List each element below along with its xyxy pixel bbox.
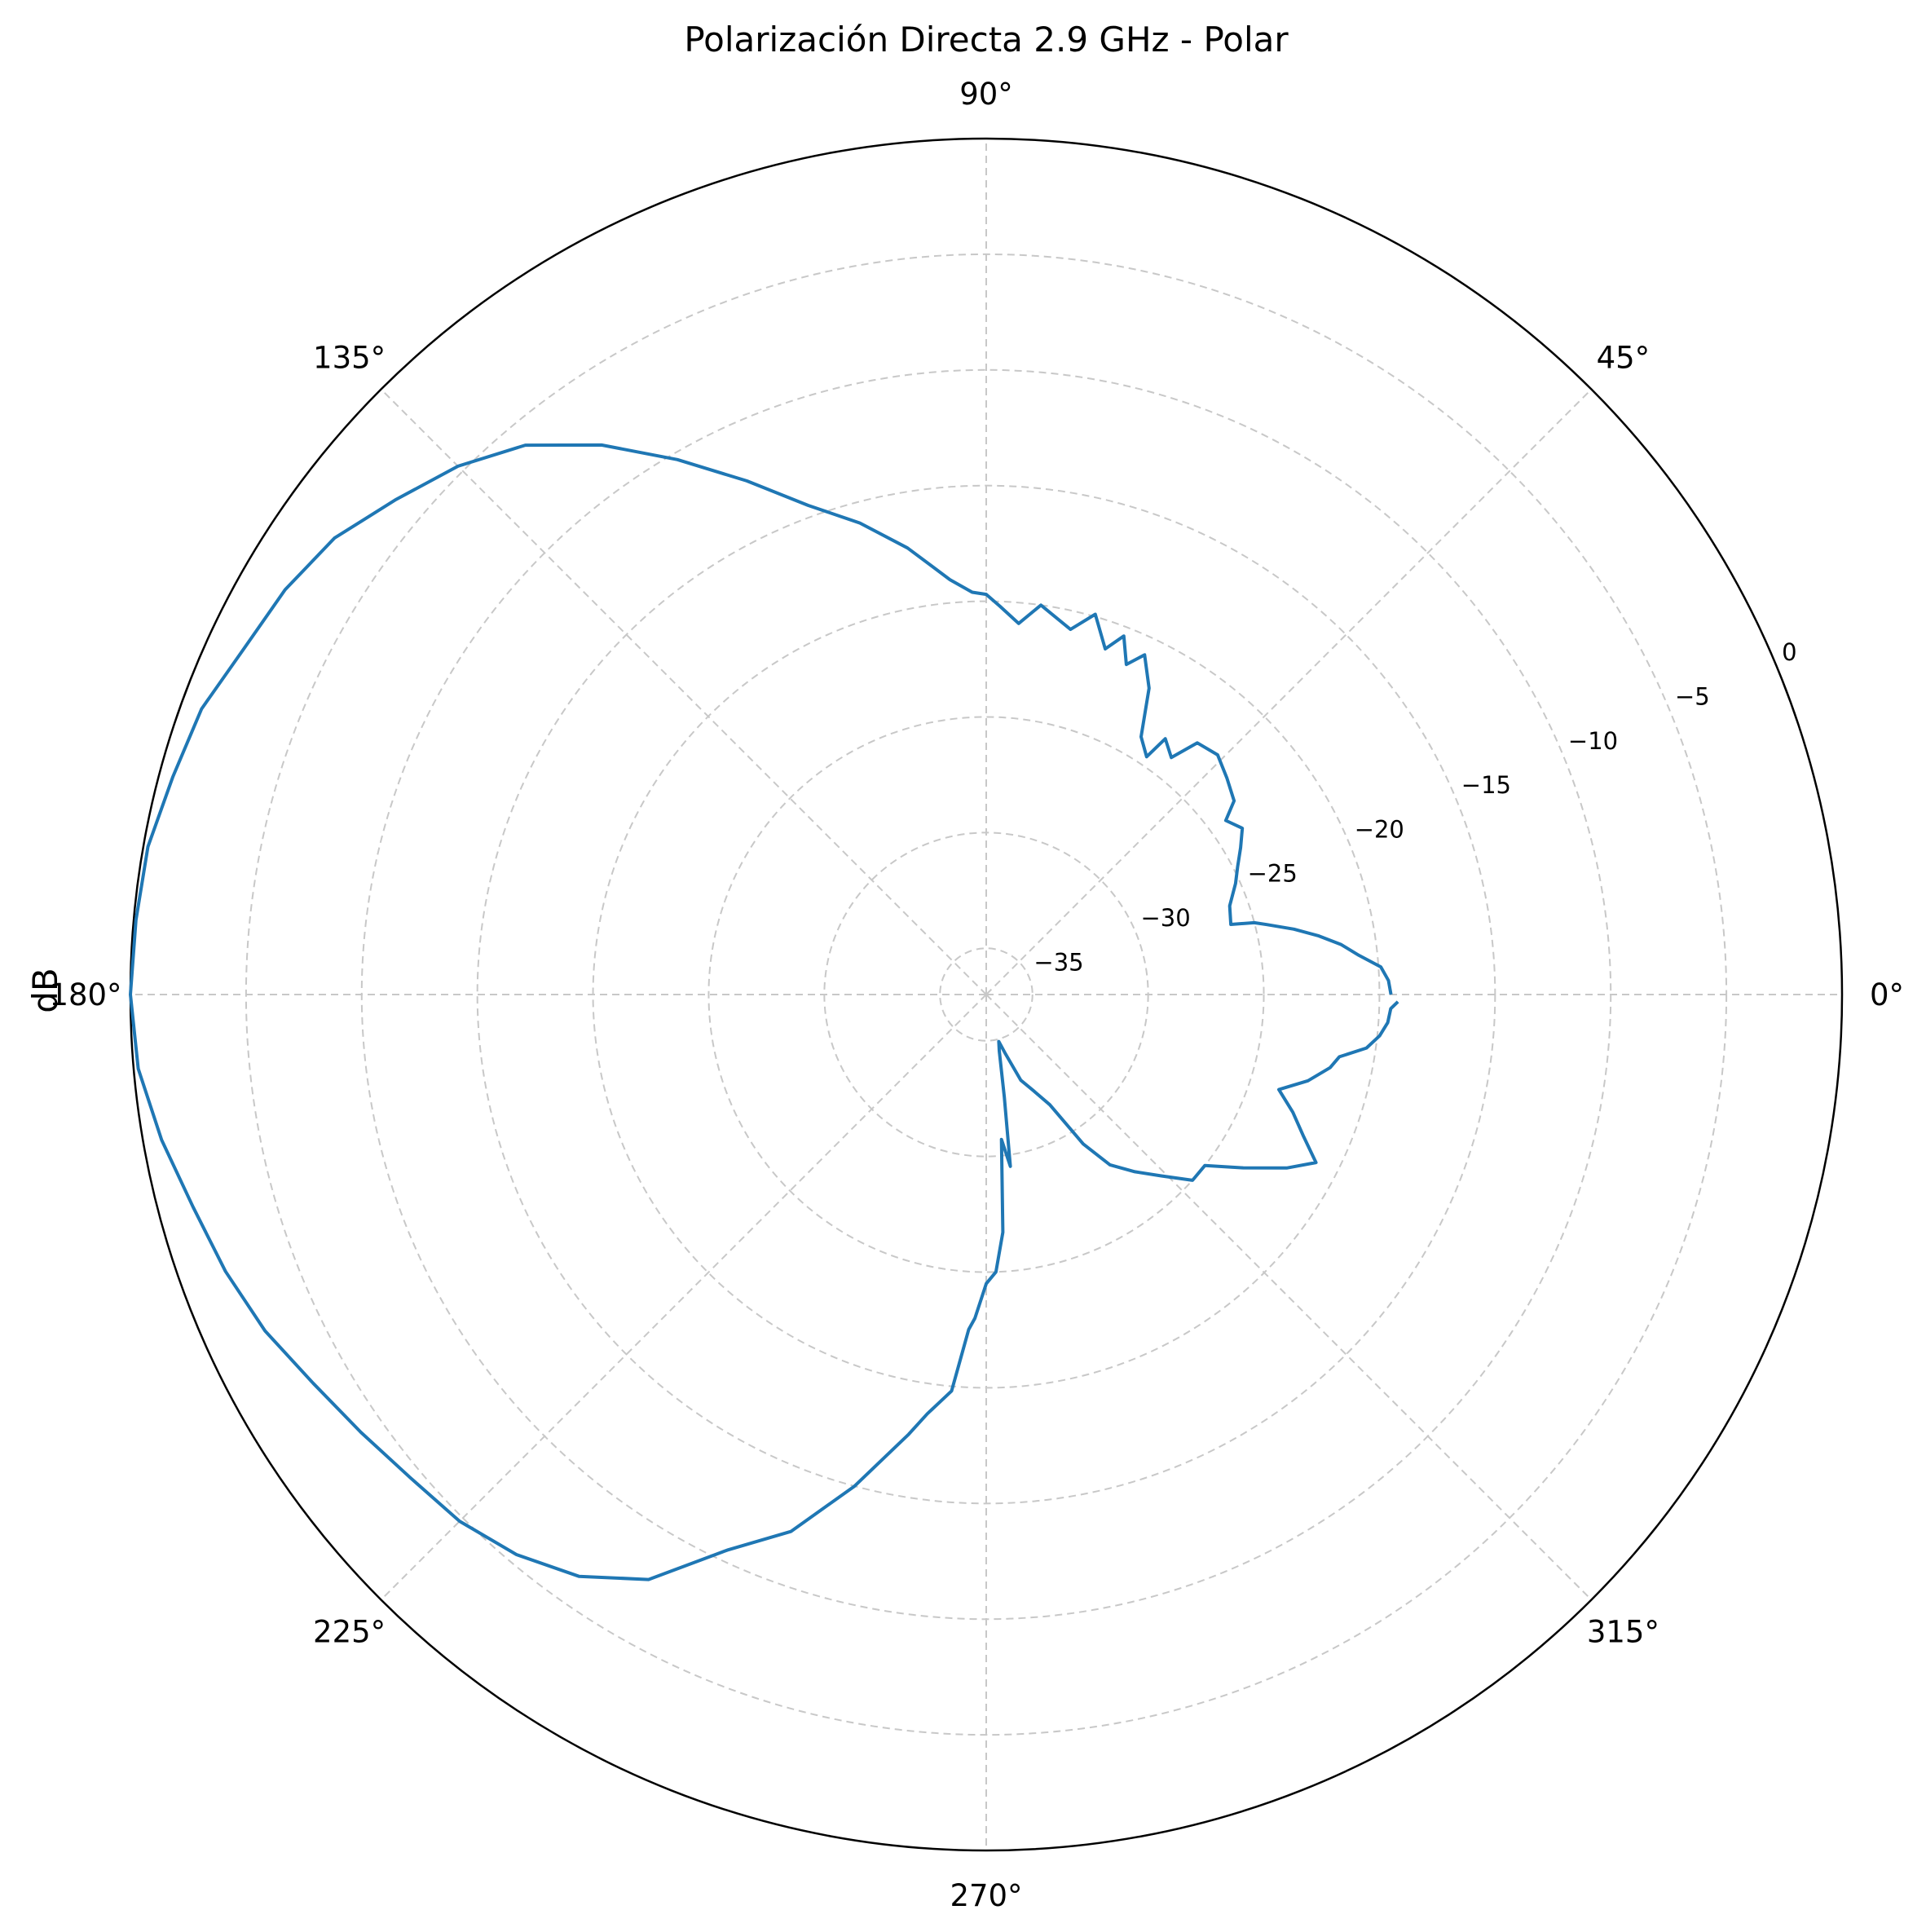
polar-grid <box>130 139 1842 1850</box>
angle-tick-label: 135° <box>313 341 386 376</box>
radial-tick-label: −10 <box>1568 727 1618 755</box>
angular-gridline <box>380 994 987 1601</box>
angle-tick-label: 180° <box>49 977 121 1012</box>
angular-gridline <box>985 994 1593 1601</box>
radial-gridline <box>939 947 1034 1042</box>
radial-gridline <box>476 484 1496 1505</box>
radial-tick-label: −20 <box>1355 815 1404 843</box>
radial-tick-label: −25 <box>1248 860 1298 888</box>
angle-tick-labels: 0° 45° 90° 135° 180° 225° 270° 315° <box>49 77 1904 1913</box>
y-axis-label: dB <box>25 968 65 1012</box>
radial-tick-label: −30 <box>1141 904 1191 932</box>
angular-gridline <box>380 388 987 995</box>
angular-gridline <box>985 388 1593 995</box>
radial-tick-label: −5 <box>1675 683 1710 711</box>
series-group <box>129 443 1399 1581</box>
angle-tick-label: 90° <box>959 77 1013 112</box>
radial-tick-label: −35 <box>1034 948 1083 976</box>
angle-tick-label: 0° <box>1870 977 1904 1012</box>
angle-tick-label: 225° <box>313 1614 386 1649</box>
angle-tick-label: 315° <box>1587 1614 1659 1649</box>
angle-tick-label: 45° <box>1597 341 1651 376</box>
radial-tick-label: −15 <box>1461 771 1511 799</box>
radial-gridline <box>707 716 1265 1273</box>
radial-tick-label: 0 <box>1782 638 1796 666</box>
angle-tick-label: 270° <box>950 1878 1022 1913</box>
chart-title: Polarización Directa 2.9 GHz - Polar <box>684 20 1289 60</box>
radial-tick-labels: −35 −30 −25 −20 −15 −10 −5 0 <box>1034 638 1796 976</box>
series-line <box>129 443 1399 1581</box>
